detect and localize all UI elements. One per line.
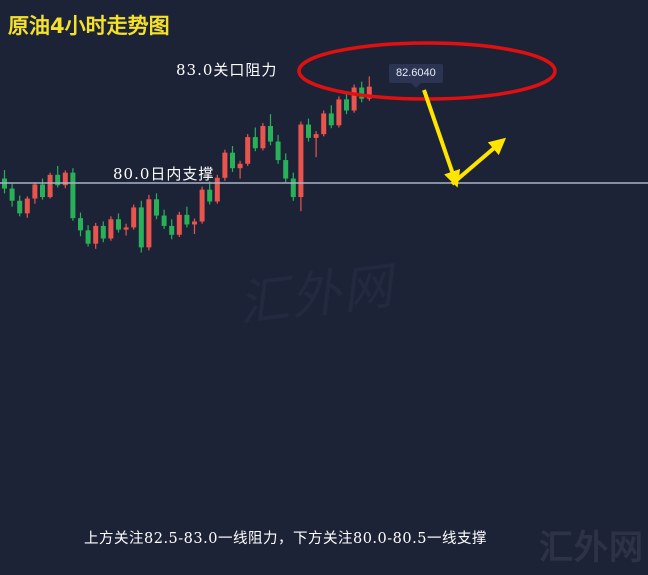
candle-body [154, 199, 159, 216]
candle-body [237, 163, 243, 169]
corner-watermark: 汇外网 [539, 528, 644, 568]
candle-body [298, 124, 304, 198]
candle-body [70, 172, 76, 219]
candle-body [131, 207, 137, 228]
candle-body [344, 99, 349, 111]
candle-body [283, 160, 289, 179]
candle-body [78, 218, 83, 231]
candle-body [230, 152, 235, 169]
candle-body [328, 113, 334, 126]
chart-title: 原油4小时走势图 [8, 14, 170, 38]
candle-body [62, 172, 68, 186]
candle-body [199, 189, 205, 222]
candle-body [214, 177, 220, 202]
support-annotation-label: 80.0日内支撑 [113, 165, 215, 183]
candle-body [9, 188, 15, 201]
candle-body [222, 152, 228, 178]
resistance-annotation-label: 83.0关口阻力 [176, 61, 278, 79]
candle-body [47, 174, 53, 198]
candle-body [146, 199, 152, 248]
candle-body [100, 225, 106, 239]
candle-body [108, 219, 114, 239]
candle-body [306, 124, 311, 138]
candle-body [116, 219, 121, 230]
candles-group [2, 76, 372, 253]
candle-body [169, 225, 175, 235]
candle-body [260, 126, 266, 149]
candle-body [336, 99, 342, 126]
candle-body [290, 178, 296, 198]
arrow-up-icon [450, 137, 507, 186]
candle-body [138, 207, 144, 248]
candle-body [24, 198, 30, 214]
candle-body [184, 214, 190, 225]
arrow-down-icon [422, 89, 461, 188]
candle-body [55, 174, 61, 186]
candle-body [275, 141, 281, 161]
candle-body [245, 137, 251, 164]
candle-body [176, 214, 182, 235]
candle-body [192, 221, 197, 225]
candle-body [123, 227, 129, 230]
candle-body [93, 225, 99, 244]
candle-body [161, 215, 167, 226]
bottom-caption: 上方关注82.5-83.0一线阻力，下方关注80.0-80.5一线支撑 [84, 531, 487, 547]
candle-body [32, 184, 38, 199]
candle-body [207, 189, 213, 202]
candle-body [40, 184, 45, 198]
candle-body [85, 230, 91, 244]
candle-body [321, 113, 327, 135]
last-price-tag: 82.6040 [389, 64, 443, 89]
candle-body [17, 200, 23, 214]
candle-body [313, 134, 319, 138]
candle-body [351, 87, 357, 111]
candle-body [366, 86, 372, 99]
candle-body [359, 87, 365, 99]
candle-body [252, 137, 258, 149]
candle-body [268, 126, 273, 142]
